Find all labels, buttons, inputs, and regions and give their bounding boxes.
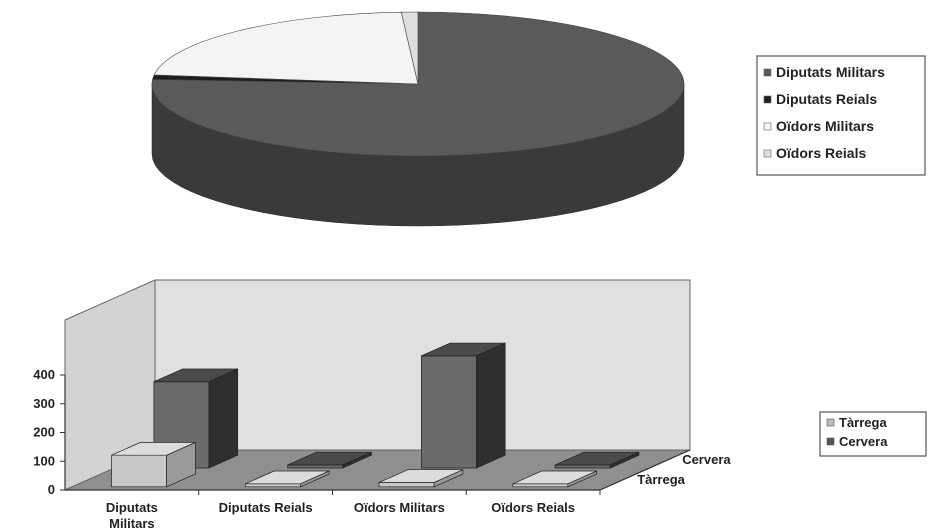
pie-legend-label-diputats-militars: Diputats Militars [776,64,885,80]
pie-legend: Diputats Militars Diputats Reials Oïdors M… [756,55,926,176]
cervera-bar-diputats-reials-top [287,451,372,466]
bar-legend-label-cervera: Cervera [839,434,888,449]
pie-slice-oidors-militars [153,11,419,85]
bar-legend-swatch-tarrega [826,418,835,427]
y-tick-label: 200 [33,425,55,440]
pie-legend-swatch-diputats-reials [763,95,772,104]
pie-slice-oidors-reials [400,11,419,85]
y-tick-label: 300 [33,396,55,411]
tarrega-bar-oidors-reials-top [512,470,597,485]
depth-label-cervera: Cervera [682,452,731,467]
bar-legend-swatch-cervera [826,437,835,446]
cervera-bar-oidors-militars [421,355,477,469]
y-tick-label: 100 [33,453,55,468]
y-tick-label: 400 [33,367,55,382]
pie-legend-frame [756,55,926,176]
tarrega-bar-diputats-reials-top [245,470,330,485]
pie-legend-swatch-oidors-reials [763,149,772,158]
cervera-bar-diputats-militars-side [208,368,239,469]
cervera-bar-oidors-militars-top [421,342,506,357]
pie-chart [151,11,685,227]
bar-legend-label-tarrega: Tàrrega [839,415,887,430]
x-tick-label-oidors-militars: Oïdors Militars [354,500,445,515]
pie-legend-label-diputats-reials: Diputats Reials [776,91,877,107]
tarrega-bar-diputats-militars-top [111,442,196,456]
pie-legend-label-oidors-militars: Oïdors Militars [776,118,874,134]
depth-label-tarrega: Tàrrega [637,472,685,487]
bar-legend: Tàrrega Cervera [819,411,927,457]
cervera-bar-diputats-militars-top [153,368,238,383]
x-tick-label-diputats-reials: Diputats Reials [219,500,313,515]
tarrega-bar-oidors-militars-top [378,469,464,483]
x-tick-label-oidors-reials: Oïdors Reials [491,500,575,515]
cervera-bar-oidors-militars-side [476,342,506,469]
bar-chart-3d: 0 100 200 300 400 Diputats Militars Diputats Re… [33,279,731,530]
y-tick-label: 0 [48,482,55,497]
cervera-bar-diputats-reials [287,464,343,469]
pie-legend-swatch-oidors-militars [763,122,772,131]
cervera-bar-oidors-reials-top [554,451,640,466]
cervera-bar-oidors-reials [554,464,611,469]
x-tick-label-diputats-militars: Diputats Militars [106,500,158,530]
tarrega-bar-diputats-reials [244,483,301,488]
pie-legend-swatch-diputats-militars [763,68,772,77]
pie-legend-label-oidors-reials: Oïdors Reials [776,145,866,161]
tarrega-bar-oidors-militars [378,482,435,488]
bar-legend-frame [819,411,927,457]
tarrega-bar-diputats-militars [111,454,167,488]
tarrega-bar-oidors-reials [512,483,569,488]
depth-axis-line [599,449,691,491]
